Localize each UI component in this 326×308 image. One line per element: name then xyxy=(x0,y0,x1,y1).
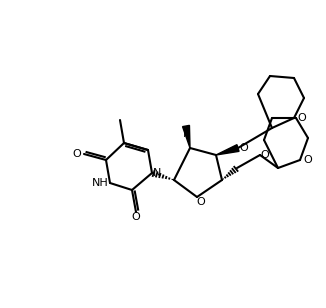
Text: O: O xyxy=(132,212,141,222)
Text: O: O xyxy=(260,150,269,160)
Text: NH: NH xyxy=(92,178,108,188)
Polygon shape xyxy=(216,145,239,155)
Text: O: O xyxy=(240,143,248,153)
Text: F: F xyxy=(183,129,189,139)
Text: O: O xyxy=(197,197,205,207)
Text: O: O xyxy=(298,113,306,123)
Text: N: N xyxy=(153,168,161,178)
Text: O: O xyxy=(73,149,82,159)
Text: O: O xyxy=(304,155,312,165)
Polygon shape xyxy=(183,125,190,148)
